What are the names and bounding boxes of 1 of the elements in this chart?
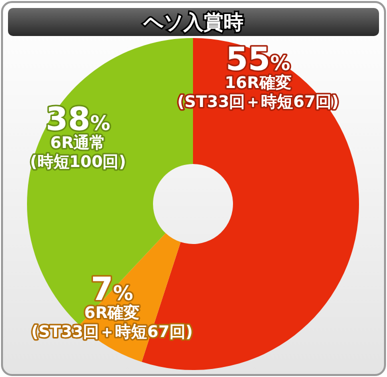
chart-title: ヘソ入賞時 bbox=[142, 10, 244, 34]
